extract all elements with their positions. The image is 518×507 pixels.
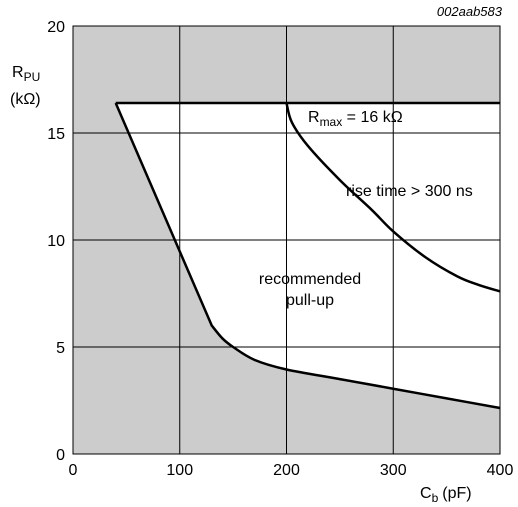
plot-frame (72, 25, 501, 455)
x-tick-labels: 0 100 200 300 400 (69, 462, 514, 479)
y-tick-label: 0 (56, 447, 65, 464)
x-axis-label: Cb (pF) (420, 485, 472, 505)
rmax-annotation: Rmax = 16 kΩ (308, 109, 403, 129)
y-tick-label: 10 (47, 233, 65, 250)
minimum-pullup-curve (114, 102, 501, 410)
rise-time-curve (285, 102, 501, 293)
y-tick-label: 5 (56, 340, 65, 357)
x-tick-label: 0 (69, 462, 78, 479)
x-tick-label: 300 (380, 462, 407, 479)
recommended-region (115, 103, 500, 408)
y-axis-unit: (kΩ) (10, 91, 41, 108)
x-tick-label: 200 (273, 462, 300, 479)
y-tick-labels: 0 5 10 15 20 (47, 19, 65, 464)
x-tick-label: 100 (166, 462, 193, 479)
y-tick-label: 20 (47, 19, 65, 36)
grid-lines (73, 26, 500, 454)
figure-id: 002aab583 (437, 4, 503, 19)
rise-time-annotation: rise time > 300 ns (346, 183, 473, 200)
recommended-label-line1: recommended (259, 271, 361, 288)
y-tick-label: 15 (47, 126, 65, 143)
recommended-label-line2: pull-up (286, 292, 334, 309)
y-axis-label: RPU (12, 64, 40, 84)
x-tick-label: 400 (487, 462, 514, 479)
